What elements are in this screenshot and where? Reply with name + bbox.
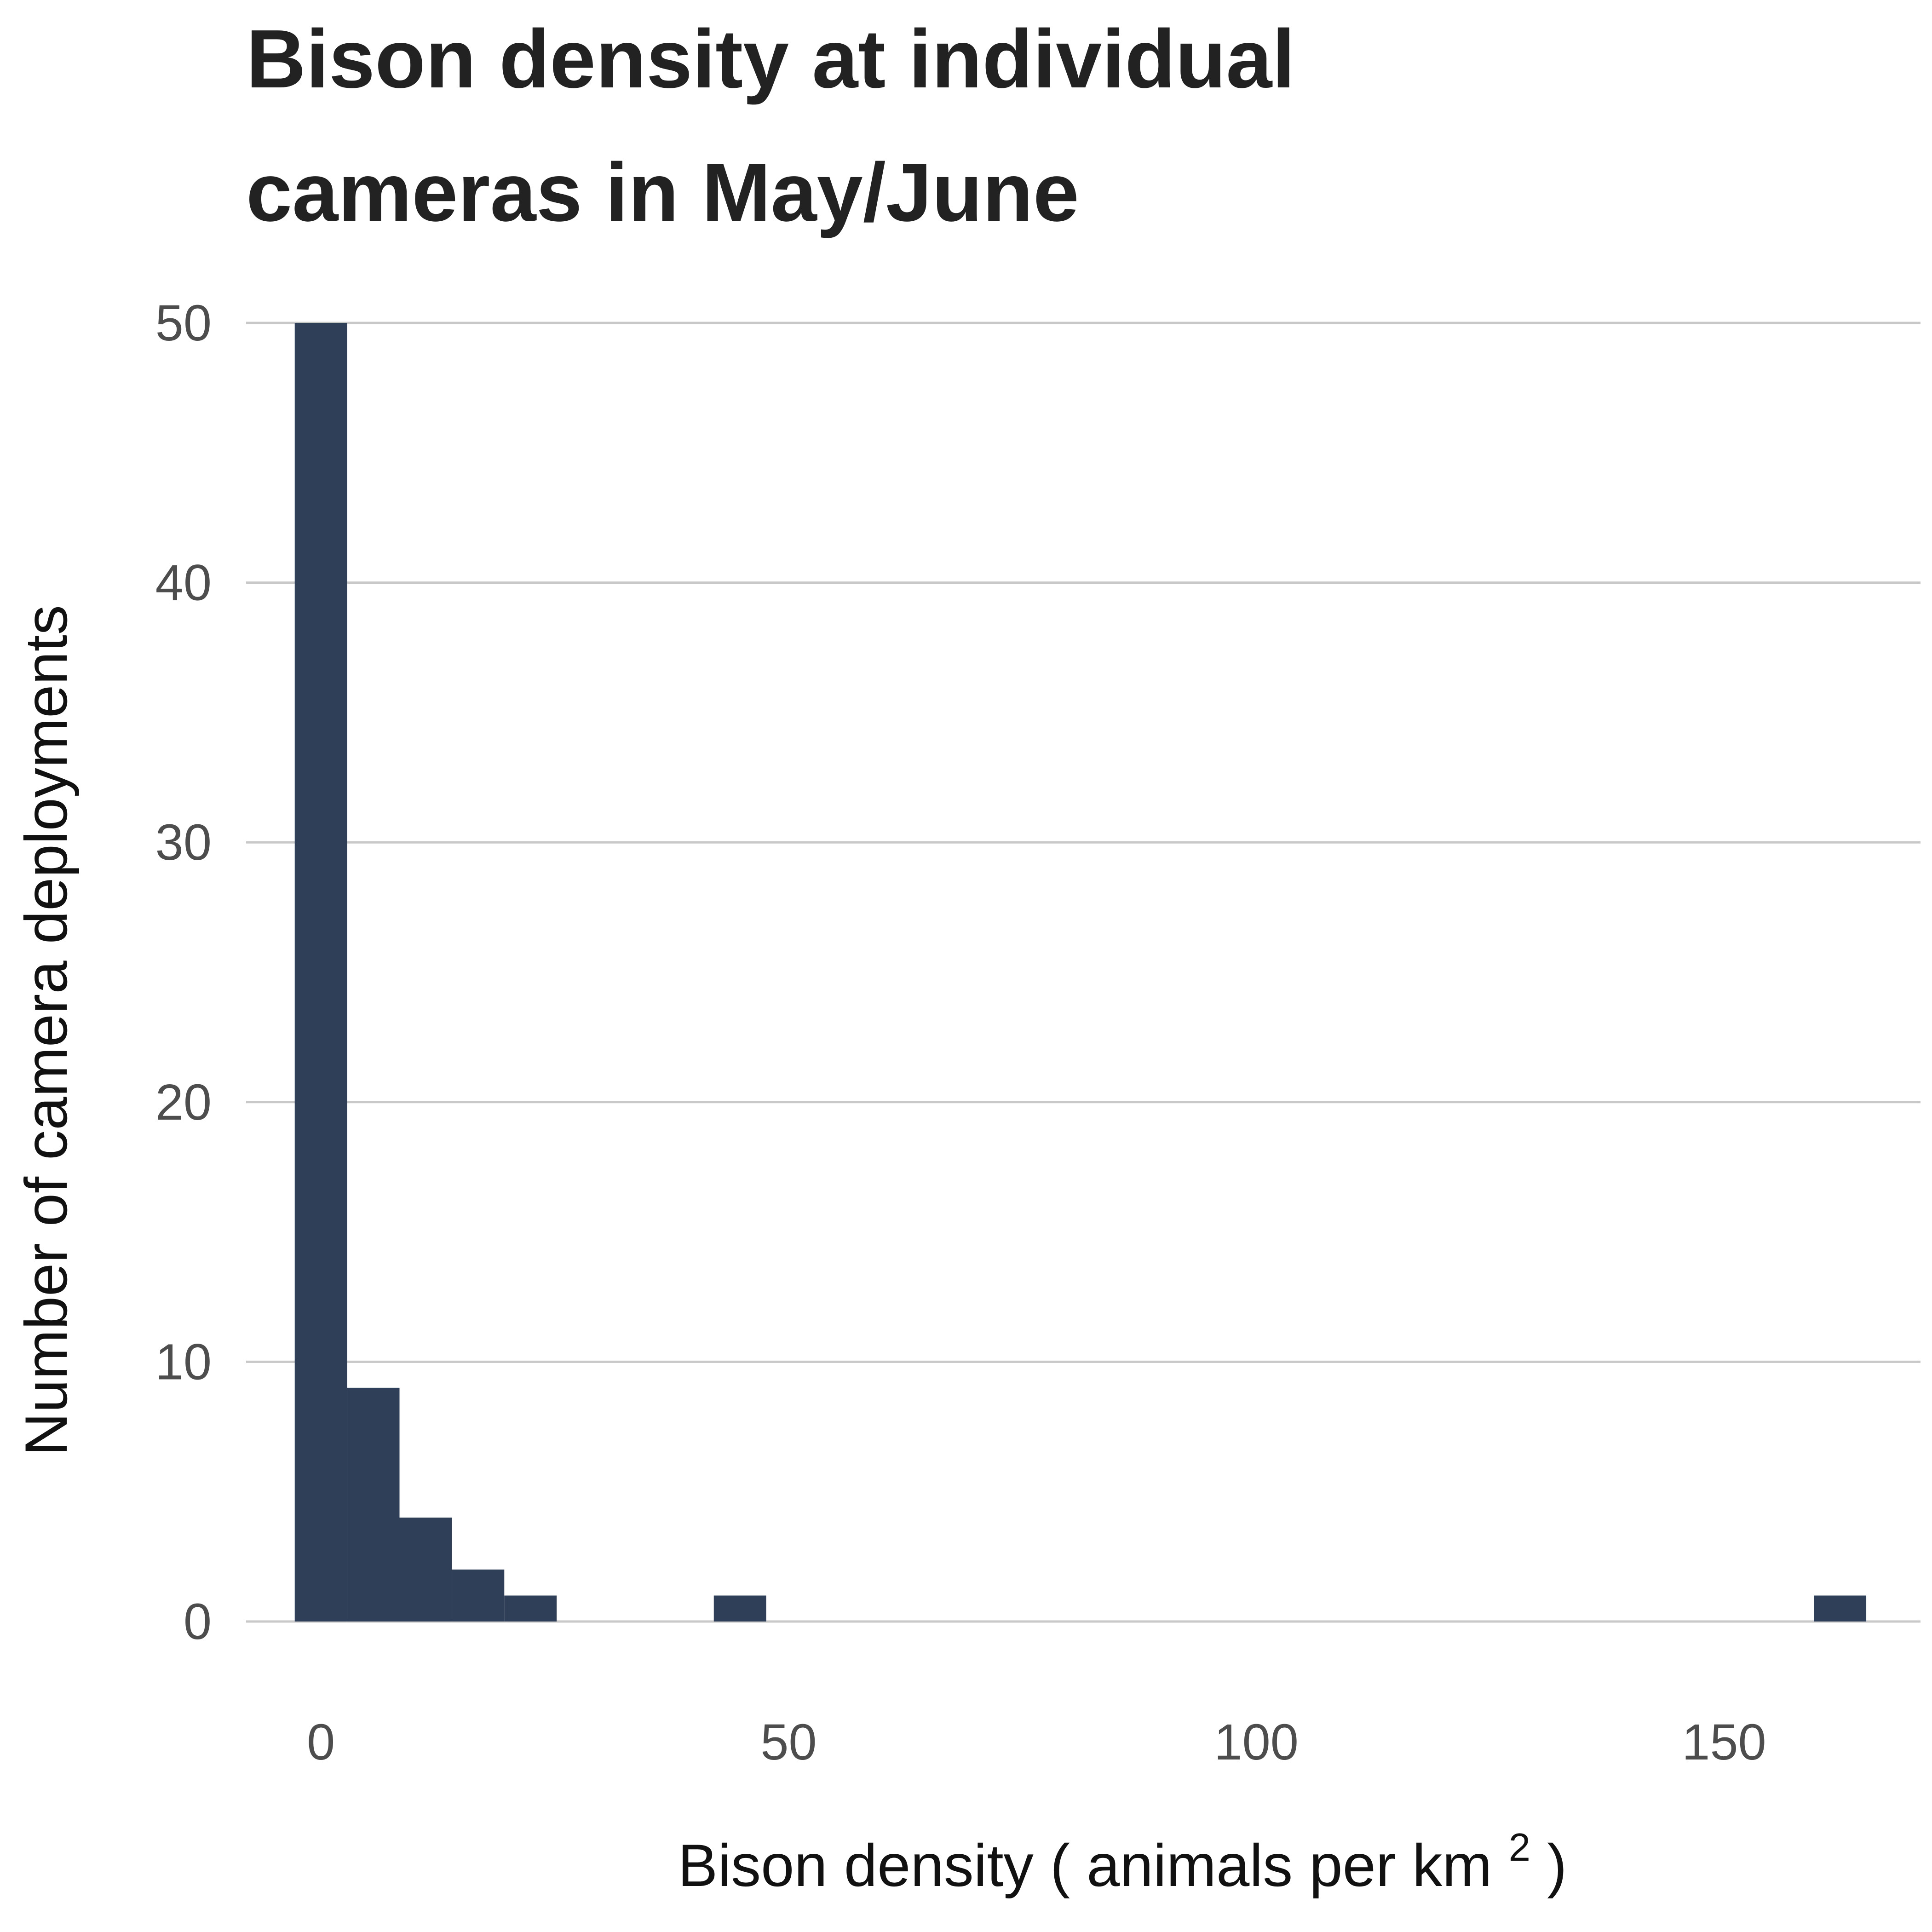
histogram-bars [294, 323, 1867, 1622]
y-tick-label: 0 [184, 1593, 212, 1650]
x-tick-label: 0 [307, 1714, 335, 1771]
y-tick-label: 50 [155, 295, 212, 351]
x-axis-title-open-paren: ( [1050, 1832, 1070, 1899]
y-tick-label: 40 [155, 555, 212, 611]
histogram-bar [347, 1387, 400, 1622]
x-axis-title-close-paren: ) [1547, 1832, 1567, 1899]
histogram-bar [399, 1518, 452, 1622]
y-tick-label: 20 [155, 1074, 212, 1131]
x-tick-label: 100 [1214, 1714, 1299, 1771]
histogram-bar [504, 1595, 557, 1622]
x-axis-ticks: 0 50 100 150 [307, 1714, 1766, 1771]
histogram-bar [294, 323, 347, 1622]
x-axis-title-superscript: 2 [1509, 1826, 1530, 1869]
y-axis-title: Number of camera deployments [12, 605, 80, 1456]
y-tick-label: 10 [155, 1334, 212, 1390]
x-axis-title-units: animals per km [1087, 1832, 1492, 1899]
histogram-bar [452, 1570, 505, 1622]
x-tick-label: 50 [760, 1714, 816, 1771]
y-axis-ticks: 0 10 20 30 40 50 [155, 295, 212, 1650]
y-tick-label: 30 [155, 814, 212, 871]
x-axis-title-main: Bison density [678, 1832, 1034, 1899]
histogram-bar [1814, 1595, 1867, 1622]
x-axis-title: Bison density ( animals per km 2 ) [678, 1806, 1567, 1899]
histogram-bar [713, 1595, 766, 1622]
chart-title-line-2: cameras in May/June [246, 146, 1079, 239]
chart-title-line-1: Bison density at individual [246, 13, 1295, 105]
gridlines [246, 322, 1920, 1623]
x-tick-label: 150 [1682, 1714, 1766, 1771]
